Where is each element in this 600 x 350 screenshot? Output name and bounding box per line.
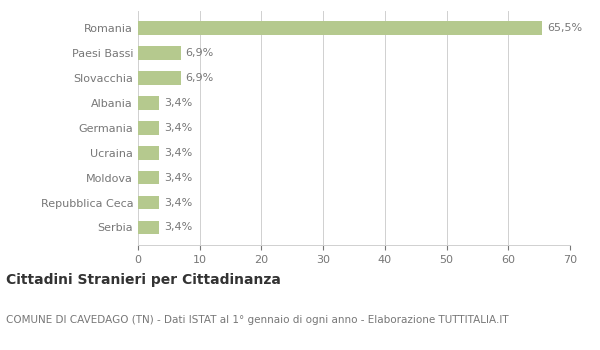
Bar <box>138 146 159 160</box>
Text: 3,4%: 3,4% <box>164 123 192 133</box>
Bar <box>138 46 181 60</box>
Text: 3,4%: 3,4% <box>164 98 192 108</box>
Text: 3,4%: 3,4% <box>164 148 192 158</box>
Text: 3,4%: 3,4% <box>164 173 192 183</box>
Text: 6,9%: 6,9% <box>185 73 214 83</box>
Text: COMUNE DI CAVEDAGO (TN) - Dati ISTAT al 1° gennaio di ogni anno - Elaborazione T: COMUNE DI CAVEDAGO (TN) - Dati ISTAT al … <box>6 315 509 325</box>
Text: 3,4%: 3,4% <box>164 223 192 232</box>
Bar <box>138 96 159 110</box>
Text: 3,4%: 3,4% <box>164 197 192 208</box>
Bar <box>138 71 181 85</box>
Bar <box>138 21 542 35</box>
Bar <box>138 121 159 135</box>
Bar <box>138 196 159 209</box>
Text: 65,5%: 65,5% <box>547 23 582 33</box>
Text: 6,9%: 6,9% <box>185 48 214 58</box>
Text: Cittadini Stranieri per Cittadinanza: Cittadini Stranieri per Cittadinanza <box>6 273 281 287</box>
Bar <box>138 220 159 234</box>
Bar <box>138 171 159 184</box>
